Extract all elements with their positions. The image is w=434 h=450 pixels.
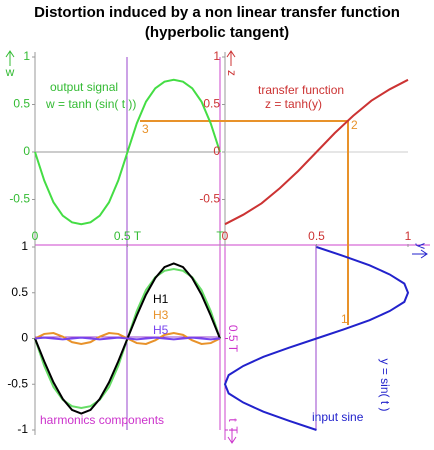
- point-label: 1: [341, 312, 348, 326]
- point-label: 2: [351, 118, 358, 132]
- y-tick-label: 0.5: [203, 97, 220, 111]
- t-tick-label: T: [226, 426, 240, 434]
- axis-label: t: [226, 418, 240, 422]
- x-tick-label: 0: [222, 229, 229, 243]
- axis-label: w: [5, 65, 15, 79]
- arrow: [5, 50, 15, 66]
- x-tick-label: 0.5: [308, 229, 325, 243]
- t-tick-label: 0.5 T: [226, 325, 240, 353]
- chart-title: Distortion induced by a non linear trans…: [34, 4, 400, 21]
- x-tick-label: 0: [32, 229, 39, 243]
- y-tick-label: 1: [21, 239, 28, 253]
- y-tick-label: -0.5: [199, 192, 220, 206]
- y-tick-label: 0.5: [11, 285, 28, 299]
- panel-title: transfer function: [258, 83, 344, 97]
- legend-entry: H1: [153, 292, 169, 306]
- y-tick-label: -1: [17, 422, 28, 436]
- y-tick-label: 1: [23, 49, 30, 63]
- legend-entry: H5: [153, 323, 169, 337]
- arrow: [226, 50, 236, 66]
- chart-subtitle: (hyperbolic tangent): [145, 24, 289, 41]
- x-tick-label: 0.5 T: [114, 229, 142, 243]
- panel-subtitle: w = tanh (sin( t )): [45, 97, 136, 111]
- y-tick-label: 1: [213, 49, 220, 63]
- legend-entry: H3: [153, 308, 169, 322]
- data-line: [34, 78, 221, 226]
- axis-label: z: [225, 70, 239, 76]
- x-tick-label: 1: [405, 229, 412, 243]
- panel-subtitle: z = tanh(y): [265, 97, 322, 111]
- y-tick-label: 0: [21, 331, 28, 345]
- y-tick-label: -0.5: [9, 192, 30, 206]
- panel-title: harmonics components: [40, 413, 164, 427]
- arrow: [412, 249, 428, 259]
- y-tick-label: -0.5: [7, 376, 28, 390]
- y-tick-label: 0.5: [13, 97, 30, 111]
- data-line: [223, 246, 410, 431]
- panel-subtitle: y = sin( t ): [378, 358, 392, 411]
- y-tick-label: 0: [23, 144, 30, 158]
- data-line: [224, 78, 409, 226]
- panel-title: output signal: [50, 80, 118, 94]
- data-line: [34, 336, 221, 341]
- y-tick-label: 0: [213, 144, 220, 158]
- x-tick-label: T: [216, 229, 224, 243]
- point-label: 3: [142, 122, 149, 136]
- axis-label: y: [415, 243, 429, 249]
- panel-title: input sine: [312, 410, 364, 424]
- arrow: [227, 428, 237, 444]
